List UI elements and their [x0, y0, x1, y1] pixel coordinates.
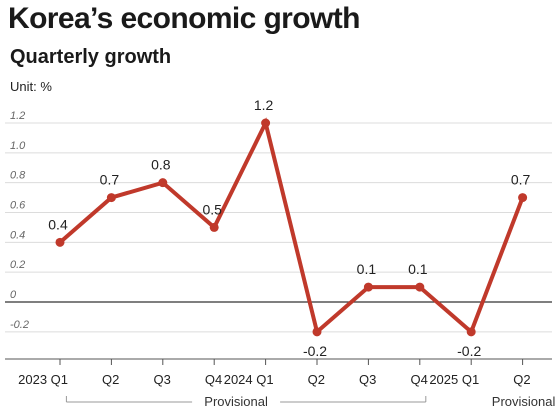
- data-point: [312, 327, 322, 337]
- growth-series-line: [58, 117, 525, 336]
- unit-label: Unit: %: [10, 79, 52, 94]
- data-point: [106, 193, 116, 203]
- data-label: -0.2: [457, 343, 481, 359]
- data-point: [466, 327, 476, 337]
- x-tick-label: Q3: [359, 372, 376, 387]
- data-point: [209, 222, 219, 232]
- y-tick-label: 1.2: [10, 110, 25, 122]
- x-tick-label: 2024 Q1: [224, 372, 274, 387]
- y-tick-label: 0.4: [10, 229, 25, 241]
- data-point: [158, 178, 168, 188]
- x-tick-label: 2023 Q1: [18, 372, 68, 387]
- x-tick-label: Q4: [205, 372, 222, 387]
- data-point: [261, 118, 271, 128]
- y-tick-label: 0.8: [10, 170, 26, 182]
- data-label: 0.5: [202, 201, 222, 217]
- x-tick-label: Q4: [410, 372, 427, 387]
- data-label: 1.2: [254, 97, 274, 113]
- data-point: [518, 193, 528, 203]
- x-tick-label: Q2: [308, 372, 325, 387]
- data-label: 0.1: [357, 261, 377, 277]
- x-tick-label: Q2: [102, 372, 119, 387]
- data-label: 0.1: [408, 261, 428, 277]
- y-tick-label: 0.6: [10, 200, 26, 212]
- chart-subtitle: Quarterly growth: [10, 46, 172, 68]
- data-point: [415, 282, 425, 292]
- provisional-annotation: Provisional: [492, 394, 556, 409]
- data-label: -0.2: [303, 343, 327, 359]
- y-tick-label: 1.0: [10, 140, 26, 152]
- data-label: 0.4: [48, 216, 68, 232]
- data-label: 0.8: [151, 157, 171, 173]
- data-point: [363, 282, 373, 292]
- provisional-annotation: Provisional: [204, 394, 268, 409]
- x-tick-label: 2025 Q1: [429, 372, 479, 387]
- x-tick-label: Q3: [153, 372, 170, 387]
- y-tick-label: 0: [10, 289, 17, 301]
- data-label: 0.7: [511, 172, 531, 188]
- chart-title: Korea’s economic growth: [8, 2, 360, 35]
- y-tick-label: -0.2: [10, 319, 29, 331]
- x-tick-label: Q2: [513, 372, 530, 387]
- data-label: 0.7: [100, 172, 120, 188]
- data-point: [55, 237, 65, 247]
- y-tick-label: 0.2: [10, 259, 25, 271]
